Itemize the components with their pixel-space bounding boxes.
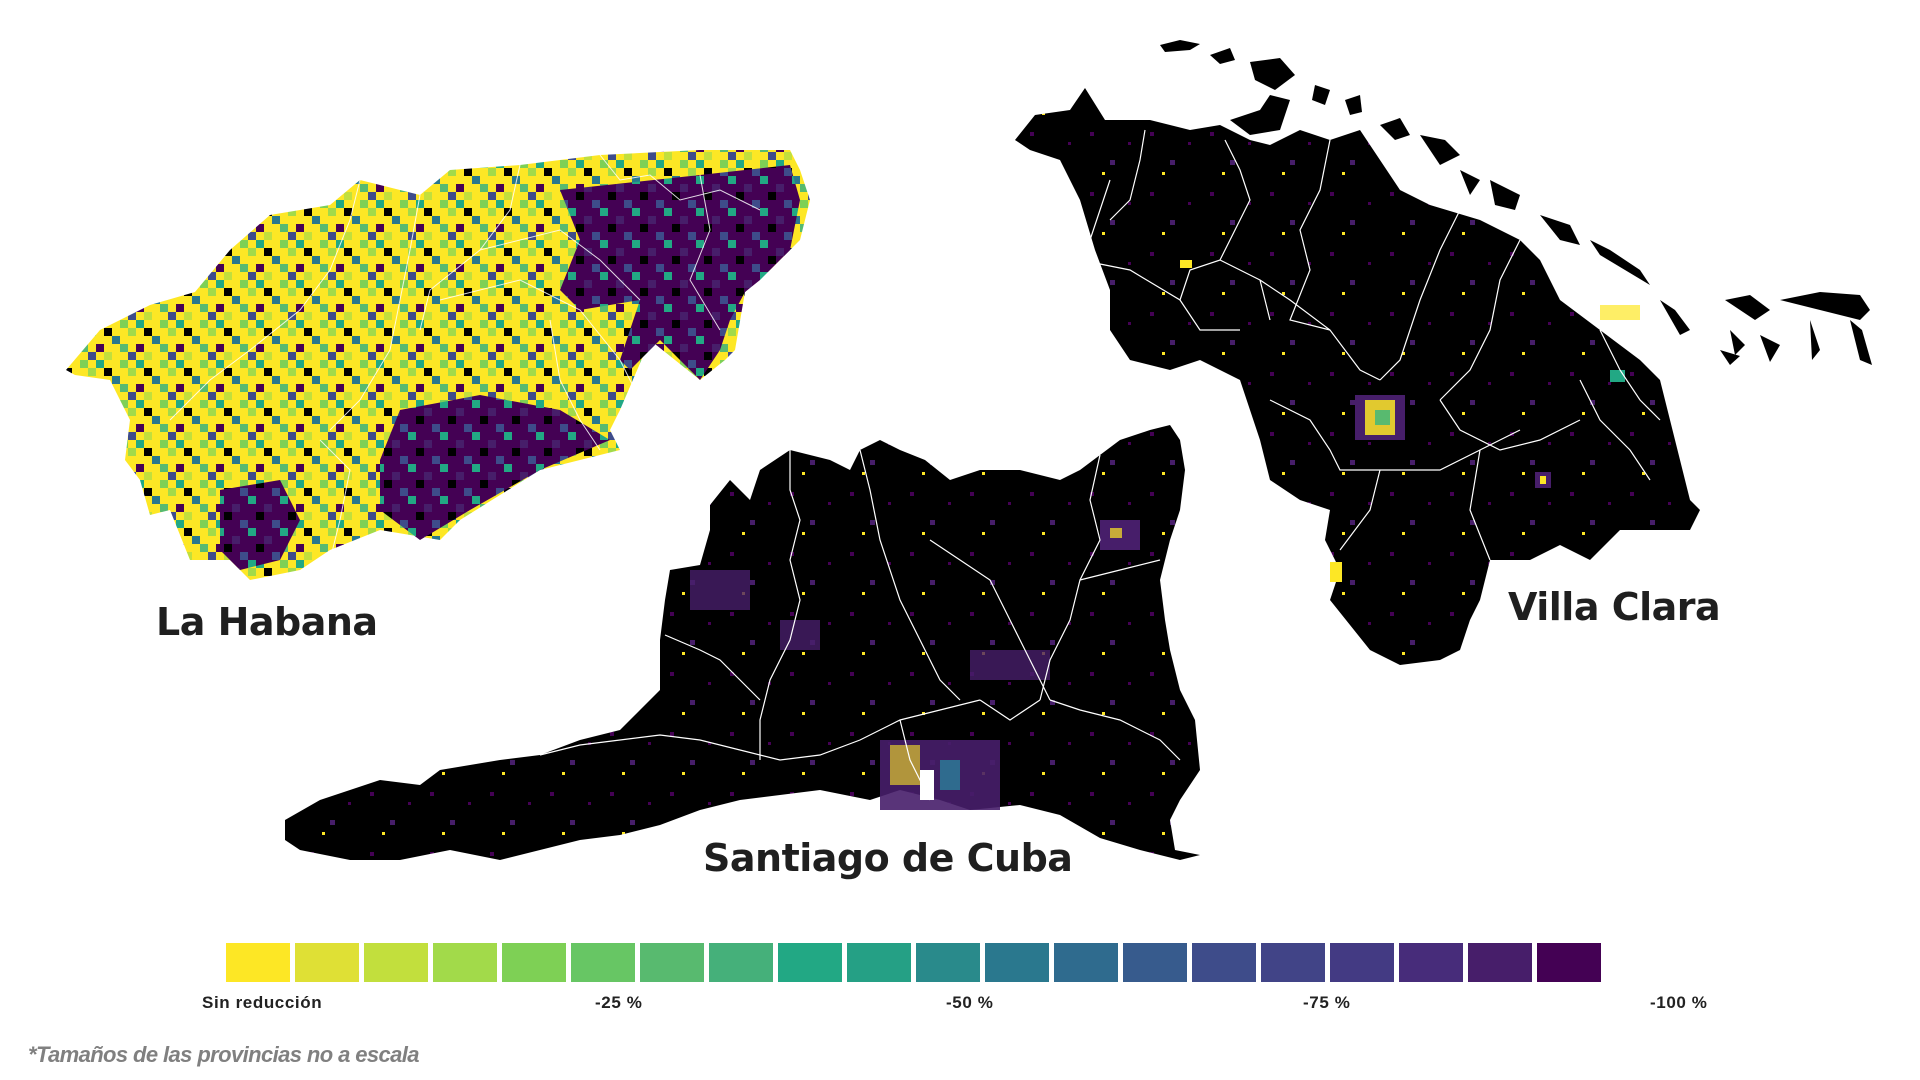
legend-swatch-8	[778, 943, 842, 982]
la-habana-south-zone	[380, 395, 610, 540]
villa-clara-boundaries	[1059, 129, 1661, 561]
villa-clara-urban	[1180, 260, 1640, 582]
santiago-boundaries	[539, 449, 1181, 801]
legend-swatch-15	[1261, 943, 1325, 982]
villa-clara-shape	[1015, 88, 1700, 665]
scale-footnote: *Tamaños de las provincias no a escala	[28, 1042, 420, 1067]
legend-tick-100: -100 %	[1650, 993, 1708, 1012]
legend-tick-0: Sin reducción	[202, 993, 323, 1012]
legend-swatch-11	[985, 943, 1049, 982]
color-legend	[226, 943, 1601, 982]
legend-swatch-6	[640, 943, 704, 982]
legend-swatch-0	[226, 943, 290, 982]
legend-swatch-4	[502, 943, 566, 982]
legend-swatch-12	[1054, 943, 1118, 982]
villa-clara-cays	[1160, 40, 1872, 365]
legend-tick-75: -75 %	[1303, 993, 1351, 1012]
legend-swatch-1	[295, 943, 359, 982]
legend-swatch-16	[1330, 943, 1394, 982]
legend-swatch-7	[709, 943, 773, 982]
legend-tick-50: -50 %	[946, 993, 994, 1012]
legend-swatch-9	[847, 943, 911, 982]
la-habana-sw-zone	[220, 480, 300, 570]
legend-swatch-14	[1192, 943, 1256, 982]
province-villa-clara	[1015, 40, 1872, 665]
province-santiago-de-cuba	[285, 425, 1200, 860]
legend-swatch-18	[1468, 943, 1532, 982]
legend-swatch-13	[1123, 943, 1187, 982]
province-label-villa-clara: Villa Clara	[1508, 585, 1721, 629]
legend-tick-25: -25 %	[595, 993, 643, 1012]
province-label-santiago-de-cuba: Santiago de Cuba	[703, 836, 1073, 880]
province-label-la-habana: La Habana	[156, 600, 378, 644]
la-habana-boundaries	[169, 154, 761, 561]
legend-swatch-5	[571, 943, 635, 982]
legend-swatch-17	[1399, 943, 1463, 982]
legend-swatch-10	[916, 943, 980, 982]
province-la-habana	[66, 150, 810, 580]
legend-swatch-3	[433, 943, 497, 982]
la-habana-east-zone	[560, 165, 800, 380]
legend-swatch-19	[1537, 943, 1601, 982]
legend-swatch-2	[364, 943, 428, 982]
santiago-urban	[690, 520, 1140, 810]
